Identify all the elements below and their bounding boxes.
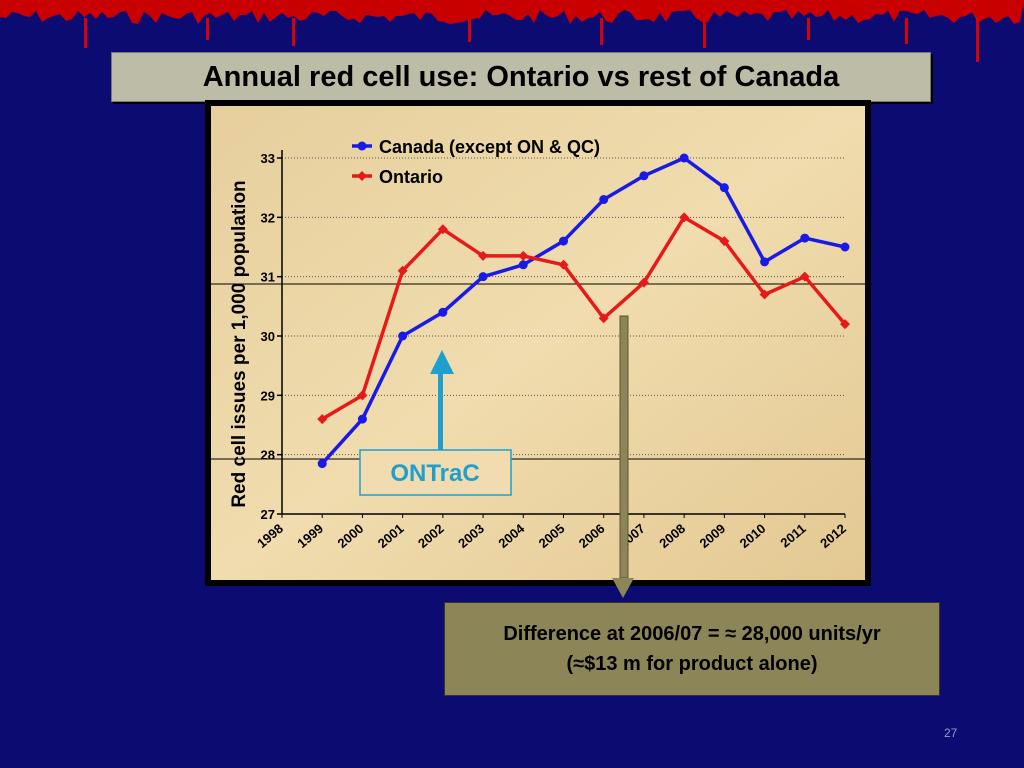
data-point-ontario [719,236,730,247]
drip [292,18,295,46]
data-point-canada [800,233,810,243]
y-tick-label: 27 [261,507,275,522]
series-line-ontario [321,215,847,421]
data-point-canada [518,260,528,270]
drip [807,18,810,40]
data-point-canada [760,257,770,267]
data-point-ontario [679,212,690,223]
data-point-ontario [598,313,609,324]
data-point-canada [398,331,408,341]
data-point-ontario [317,414,328,425]
legend-marker [357,171,367,181]
y-tick-label: 33 [261,151,275,166]
data-point-canada [559,236,568,246]
drip [84,18,87,48]
data-point-ontario [638,277,649,288]
data-point-ontario [558,259,569,270]
drip [600,18,603,45]
data-point-ontario [799,271,810,282]
callout-label: ONTraC [390,460,479,487]
y-tick-label: 31 [261,270,275,285]
note-line-1: Difference at 2006/07 = ≈ 28,000 units/y… [503,623,881,645]
series-line-canada [320,156,846,465]
callout-arrow-head [430,350,454,374]
banner-fringe [0,0,1024,24]
data-point-ontario [437,224,448,235]
data-point-canada [317,459,327,469]
legend-label: Canada (except ON & QC) [379,137,600,157]
data-point-ontario [759,289,770,300]
difference-arrow-shaft [619,315,629,579]
y-tick-label: 32 [261,210,275,225]
data-point-canada [719,183,729,193]
difference-note: Difference at 2006/07 = ≈ 28,000 units/y… [444,602,940,696]
y-tick-label: 28 [261,448,275,463]
drip [976,18,979,62]
y-tick-label: 30 [261,329,275,344]
data-point-ontario [840,319,850,330]
note-line-2: (≈$13 m for product alone) [566,653,818,675]
page-number: 27 [944,726,958,740]
data-point-canada [478,272,488,282]
callout-box [359,449,512,496]
data-point-canada [438,307,448,317]
drip [905,18,908,44]
data-point-canada [599,195,609,205]
callout-arrow-shaft [438,372,443,462]
data-point-canada [639,171,649,181]
data-point-ontario [357,390,368,401]
drip [468,18,471,42]
plot-background [211,106,865,580]
drip [703,18,706,48]
data-point-ontario [397,265,408,276]
data-point-canada [679,153,689,163]
y-axis-title: Red cell issues per 1,000 population [229,180,250,507]
dripping-red-banner [0,0,1024,62]
y-tick-label: 29 [261,388,275,403]
slide-title: Annual red cell use: Ontario vs rest of … [111,52,931,102]
chart-frame: 27 28 29 30 31 32 33 1998 1999 2000 2001 2002 2003 20… [205,100,871,586]
data-point-canada [840,242,850,252]
data-point-ontario [518,250,529,261]
data-point-canada [357,414,367,424]
legend-marker [357,141,367,151]
drip [206,18,209,40]
legend-label: Ontario [379,167,443,187]
data-point-ontario [478,250,489,261]
